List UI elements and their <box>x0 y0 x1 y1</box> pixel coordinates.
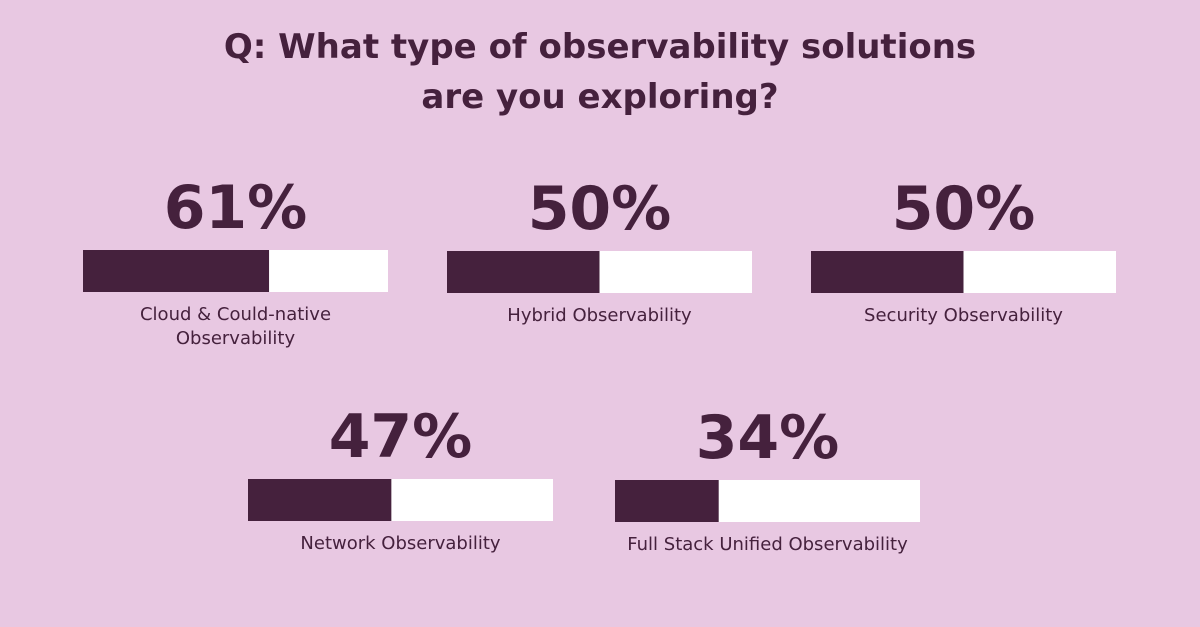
value-label: 50% <box>527 174 672 244</box>
bar <box>83 250 270 292</box>
value-label: 61% <box>163 173 308 243</box>
category-label: Hybrid Observability <box>507 305 692 326</box>
bar <box>447 251 600 293</box>
title-line: Q: What type of observability solutions <box>223 27 977 67</box>
category-label: Full Stack Unified Observability <box>627 534 908 555</box>
value-label: 47% <box>328 402 473 472</box>
bar <box>811 251 964 293</box>
value-label: 34% <box>695 403 840 473</box>
value-label: 50% <box>891 174 1036 244</box>
chart-title: Q: What type of observability solutions a… <box>0 22 1200 122</box>
bar <box>615 480 719 522</box>
category-label: Security Observability <box>864 305 1063 326</box>
category-label: Cloud & Could-native Observability <box>139 304 332 349</box>
bar <box>248 479 392 521</box>
category-label: Network Observability <box>300 533 501 554</box>
title-line: are you exploring? <box>421 77 779 117</box>
